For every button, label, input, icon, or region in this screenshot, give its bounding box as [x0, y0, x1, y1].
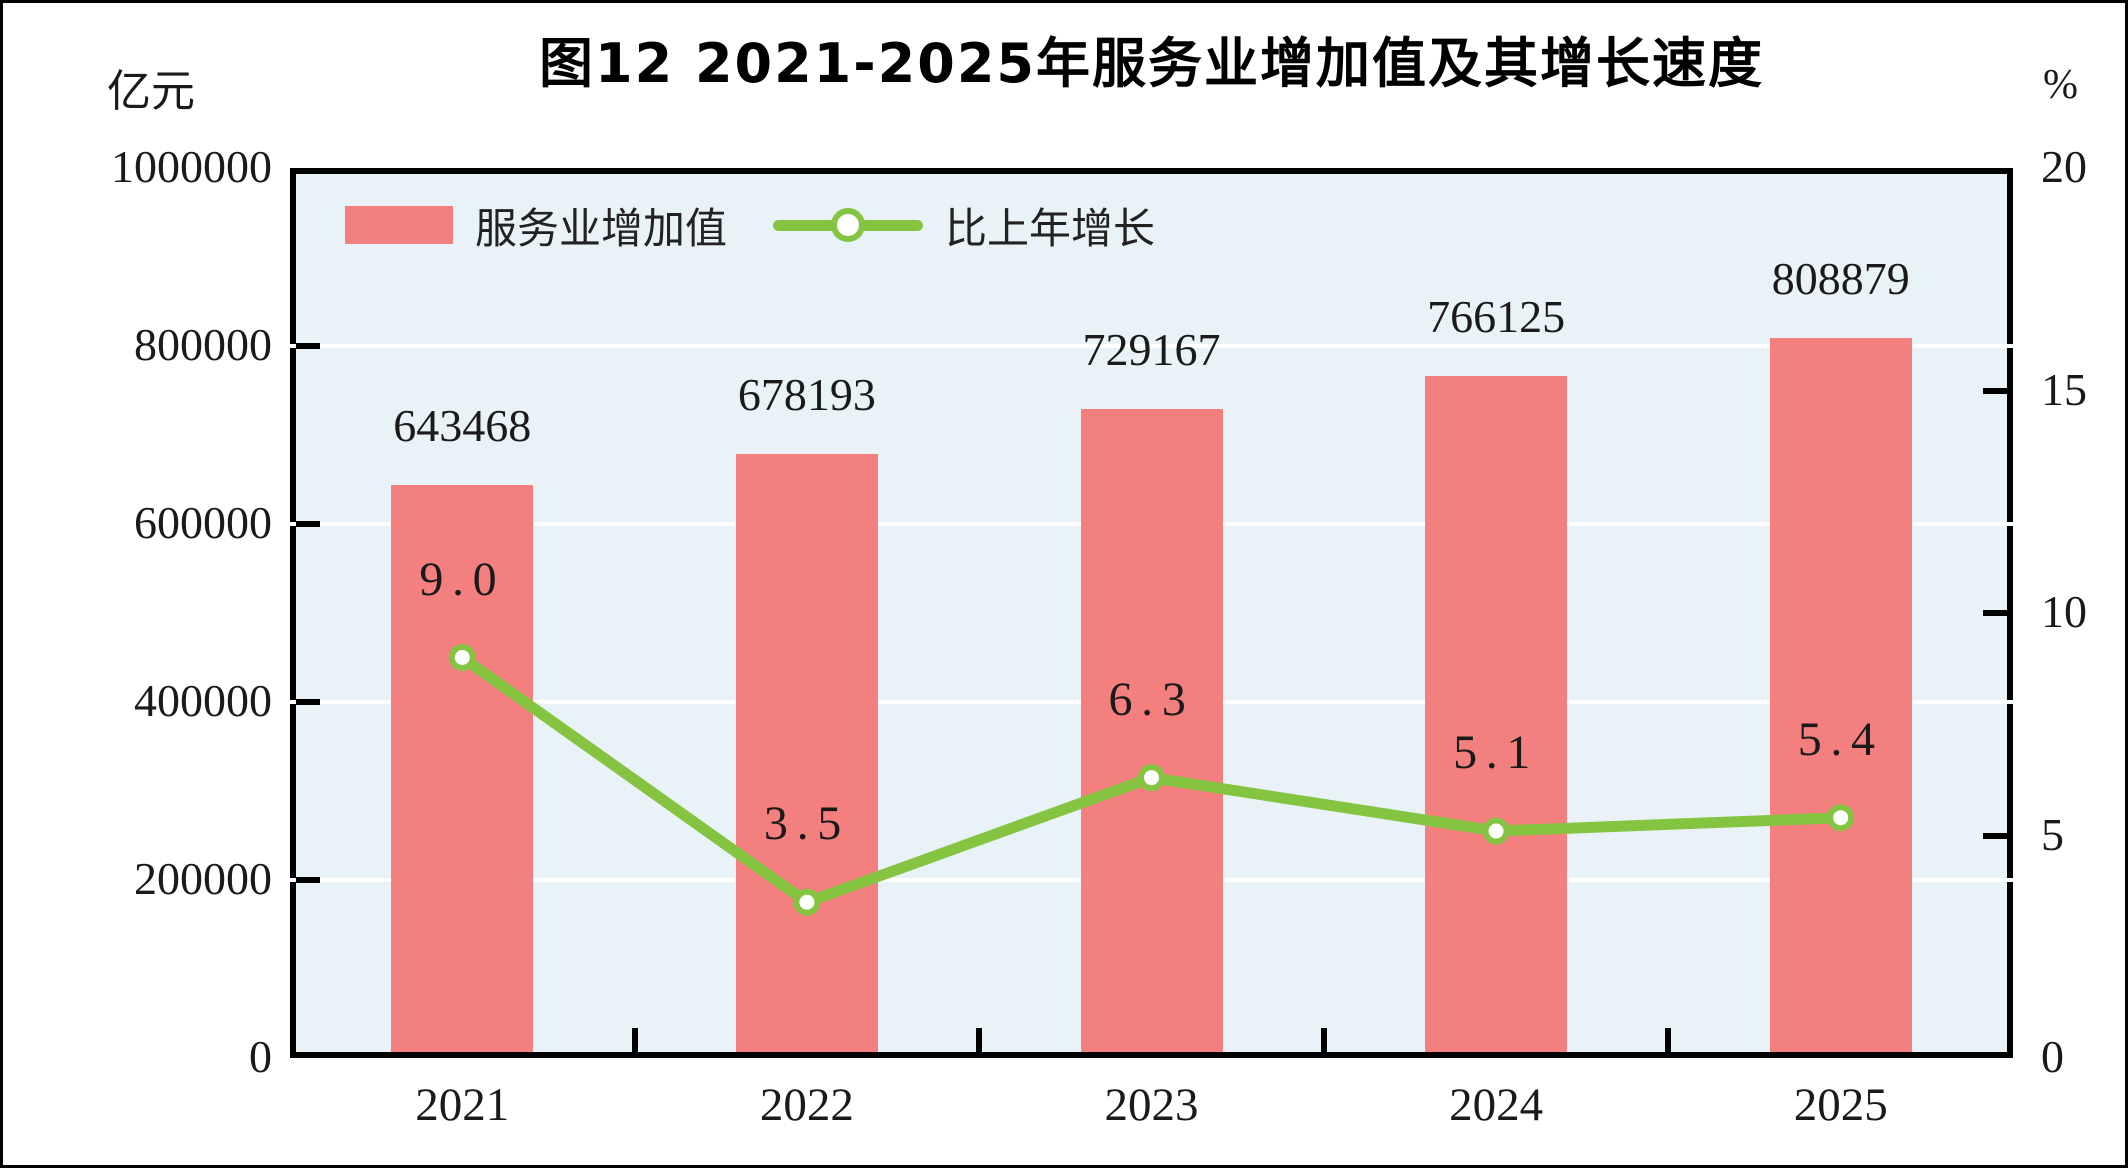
- grid-line: [290, 344, 2013, 348]
- growth-value-label: 9.0: [419, 552, 506, 606]
- legend-line-label: 比上年增长: [945, 203, 1156, 253]
- right-axis-tick: [1983, 387, 2007, 394]
- x-axis-tick: [1665, 1028, 1672, 1052]
- bar-value-label: 643468: [393, 400, 532, 452]
- right-axis-tick: [1983, 610, 2007, 616]
- x-axis-tick: [1320, 1028, 1327, 1052]
- right-axis-tick-label: 15: [2041, 363, 2087, 415]
- legend-line-marker-icon: [831, 208, 866, 242]
- growth-value-label: 3.5: [763, 797, 850, 851]
- left-axis-tick: [296, 877, 320, 883]
- left-axis-unit-label: 亿元: [107, 66, 195, 117]
- x-axis-label: 2021: [415, 1079, 510, 1131]
- x-axis-label: 2025: [1793, 1079, 1888, 1131]
- legend: 服务业增加值 比上年增长: [345, 201, 1155, 253]
- x-axis-tick: [631, 1028, 638, 1052]
- bar: [1769, 338, 1912, 1052]
- right-axis-tick-label: 0: [2041, 1031, 2064, 1082]
- legend-bar-label: 服务业增加值: [475, 203, 728, 253]
- bar: [735, 454, 878, 1052]
- x-axis-tick: [976, 1028, 983, 1052]
- growth-value-label: 5.4: [1797, 712, 1884, 766]
- bar: [1080, 409, 1223, 1052]
- left-axis-tick-label: 800000: [134, 319, 272, 370]
- left-axis-tick: [296, 521, 320, 527]
- legend-line-sample: [773, 206, 924, 244]
- left-axis-tick-label: 200000: [134, 853, 272, 904]
- left-axis-tick-label: 400000: [134, 675, 272, 726]
- growth-value-label: 5.1: [1453, 726, 1540, 780]
- x-axis-label: 2024: [1449, 1079, 1544, 1131]
- left-axis-tick: [296, 343, 320, 349]
- left-axis-tick: [296, 699, 320, 705]
- left-axis-tick-label: 1000000: [111, 141, 272, 192]
- right-axis-tick-label: 10: [2041, 586, 2087, 637]
- legend-bar-swatch: [345, 206, 453, 244]
- x-axis-label: 2023: [1104, 1079, 1199, 1131]
- right-axis-unit-label: %: [2043, 62, 2078, 108]
- right-axis-tick: [1983, 832, 2007, 839]
- x-axis-label: 2022: [759, 1079, 854, 1131]
- bar-value-label: 729167: [1082, 324, 1221, 376]
- left-axis-tick-label: 0: [249, 1031, 272, 1082]
- bar-value-label: 678193: [737, 369, 876, 421]
- left-axis-tick-label: 600000: [134, 497, 272, 548]
- growth-value-label: 6.3: [1108, 672, 1195, 726]
- bar: [1425, 376, 1568, 1052]
- right-axis-tick-label: 5: [2041, 808, 2064, 860]
- bar-value-label: 808879: [1771, 253, 1910, 305]
- right-axis-tick-label: 20: [2041, 141, 2087, 192]
- chart-title: 图12 2021-2025年服务业增加值及其增长速度: [539, 32, 1764, 95]
- bar-value-label: 766125: [1427, 291, 1566, 343]
